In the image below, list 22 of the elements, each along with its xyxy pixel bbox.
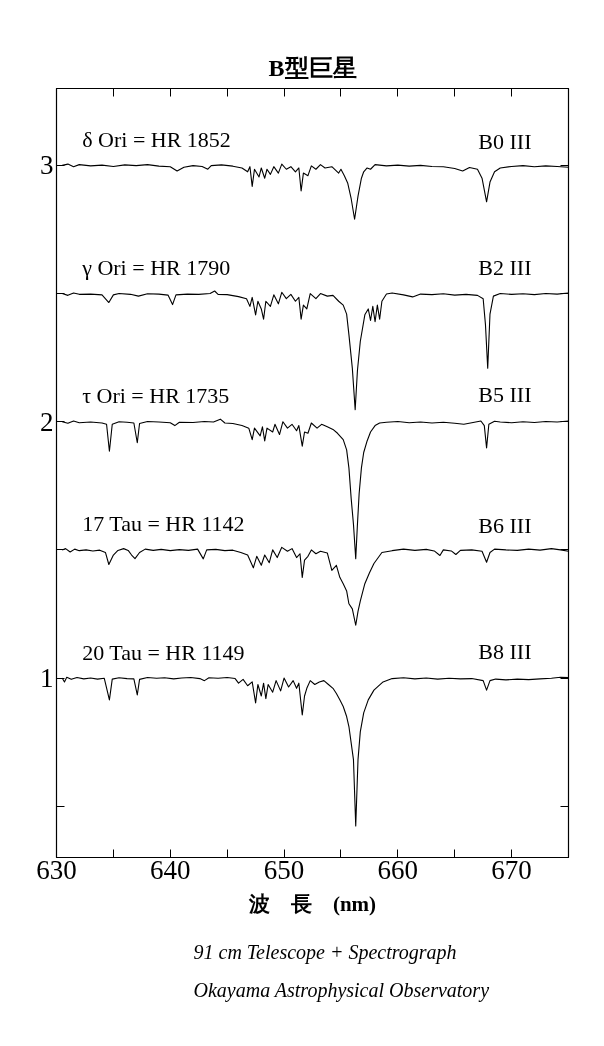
series-label: δ Ori = HR 1852 [82,126,231,152]
x-tick-label: 660 [377,854,419,885]
series-label: τ Ori = HR 1735 [82,383,230,409]
y-tick-label: 2 [40,406,54,437]
y-tick-label: 3 [40,150,54,181]
annotation: B5 III [478,382,532,408]
series-label: γ Ori = HR 1790 [81,255,231,281]
annotation: B6 III [478,512,532,538]
x-tick-label: 640 [150,854,191,885]
x-axis-title: 波 長 (nm) [247,891,377,916]
annotation: B0 III [478,128,532,154]
text: Okayama Astrophysical Observatory [193,978,490,1002]
text: 91 cm Telescope + Spectrograph [193,940,457,964]
x-tick-label: 670 [491,854,532,885]
annotation: B2 III [478,254,532,280]
x-tick-label: 630 [36,854,77,885]
x-tick-label: 650 [263,854,305,885]
y-tick-label: 1 [40,663,54,694]
series-label: 17 Tau = HR 1142 [82,511,245,537]
series-label: 20 Tau = HR 1149 [82,639,245,665]
annotation: B8 III [478,639,532,665]
chart-title: B型巨星 [268,54,357,81]
